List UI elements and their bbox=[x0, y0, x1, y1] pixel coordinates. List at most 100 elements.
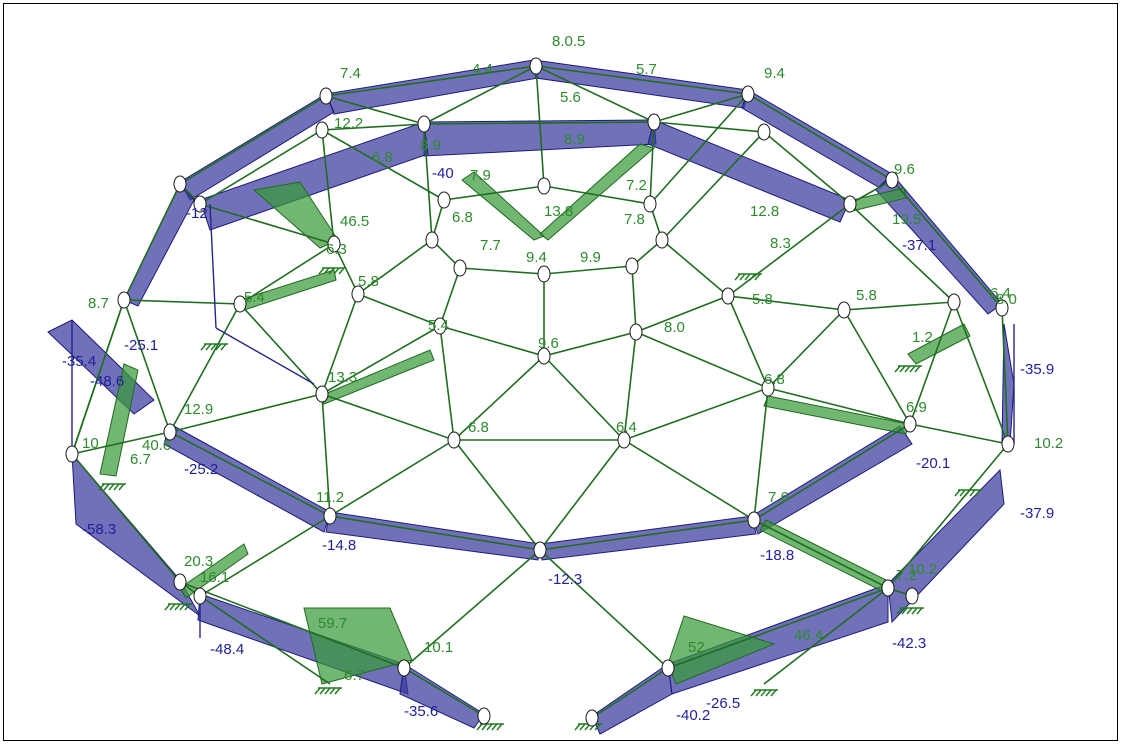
force-label: 13.8 bbox=[544, 203, 573, 220]
node-marker bbox=[761, 379, 775, 397]
force-label: 12.2 bbox=[334, 115, 363, 132]
force-label: -18.8 bbox=[760, 547, 794, 564]
ring-outer bbox=[179, 65, 1009, 719]
force-label: -25.2 bbox=[184, 461, 218, 478]
node-marker bbox=[529, 57, 543, 75]
node-marker bbox=[417, 115, 431, 133]
support-icon bbox=[164, 603, 192, 611]
force-label: -20.1 bbox=[916, 455, 950, 472]
force-label: -12.3 bbox=[548, 571, 582, 588]
node-marker bbox=[163, 423, 177, 441]
force-label: 5.4 bbox=[244, 289, 265, 306]
force-label: 52 bbox=[688, 639, 705, 656]
force-label: 12.9 bbox=[184, 401, 213, 418]
force-label: -26.5 bbox=[706, 695, 740, 712]
force-label: 6.9 bbox=[906, 399, 927, 416]
force-label: 20.3 bbox=[184, 553, 213, 570]
force-label: 6.7 bbox=[130, 451, 151, 468]
node-marker bbox=[903, 415, 917, 433]
force-label: 4.4 bbox=[472, 61, 493, 78]
node-marker bbox=[315, 121, 329, 139]
node-marker bbox=[193, 195, 207, 213]
force-label: 12.8 bbox=[750, 203, 779, 220]
node-marker bbox=[843, 195, 857, 213]
force-label: 9.9 bbox=[580, 249, 601, 266]
force-label: 6.3 bbox=[326, 241, 347, 258]
node-marker bbox=[533, 541, 547, 559]
band-comp bbox=[887, 468, 1005, 624]
node-marker bbox=[351, 285, 365, 303]
force-label: 7.9 bbox=[470, 167, 491, 184]
force-label: 9.4 bbox=[526, 249, 547, 266]
support-icon bbox=[750, 689, 778, 697]
diagram-frame: -35.9 -25.1 -48.6 -25.2 -58.3 -14.8 -12.… bbox=[3, 3, 1118, 741]
force-label: 6.4 bbox=[616, 419, 637, 436]
compression-labels: -35.9 -25.1 -48.6 -25.2 -58.3 -14.8 -12.… bbox=[62, 165, 1054, 724]
force-label: 8.3 bbox=[770, 235, 791, 252]
support-icon bbox=[476, 723, 504, 731]
force-label: 11.2 bbox=[316, 489, 344, 506]
force-label: 10.2 bbox=[908, 561, 937, 578]
node-marker bbox=[995, 299, 1009, 317]
force-label: 16.1 bbox=[200, 569, 229, 586]
node-marker bbox=[173, 573, 187, 591]
band-comp bbox=[875, 173, 1003, 315]
support-icon bbox=[98, 483, 126, 491]
force-label: 8.0 bbox=[996, 291, 1017, 308]
force-label: -48.6 bbox=[90, 373, 124, 390]
band-tens bbox=[539, 143, 656, 241]
node-marker bbox=[617, 431, 631, 449]
force-label: 5.4 bbox=[428, 317, 449, 334]
band-comp bbox=[591, 663, 673, 735]
force-label: 5.7 bbox=[636, 61, 657, 78]
force-label: 7.4 bbox=[340, 65, 361, 82]
force-label: -25.1 bbox=[124, 337, 158, 354]
force-label: 7.2 bbox=[896, 567, 917, 584]
force-label: 7.6 bbox=[768, 489, 789, 506]
diagonals bbox=[71, 65, 1009, 685]
force-label: 8.7 bbox=[88, 295, 109, 312]
band-tens bbox=[179, 543, 249, 599]
band-comp bbox=[647, 119, 851, 223]
force-label: 8.9 bbox=[420, 137, 441, 154]
force-label: 8.9 bbox=[564, 131, 585, 148]
node-marker bbox=[647, 113, 661, 131]
force-label: -40.2 bbox=[676, 707, 710, 724]
force-label: 7.7 bbox=[480, 237, 501, 254]
nodes bbox=[65, 57, 1015, 727]
force-label: 5.8 bbox=[856, 287, 877, 304]
support-icon bbox=[734, 273, 762, 281]
node-marker bbox=[655, 231, 669, 249]
force-label: 1.2 bbox=[912, 329, 933, 346]
node-marker bbox=[1001, 435, 1015, 453]
force-label: 46.5 bbox=[340, 213, 369, 230]
force-label: 6.8 bbox=[372, 149, 393, 166]
support-icon bbox=[894, 365, 922, 373]
band-tens bbox=[667, 615, 776, 685]
force-label: 9.6 bbox=[538, 335, 559, 352]
axial-force-bands bbox=[47, 59, 1015, 735]
band-comp bbox=[399, 663, 485, 729]
node-marker bbox=[537, 177, 551, 195]
force-label: -37.1 bbox=[902, 237, 936, 254]
node-marker bbox=[537, 265, 551, 283]
node-marker bbox=[193, 587, 207, 605]
force-label: 6.8 bbox=[764, 371, 785, 388]
band-comp bbox=[123, 183, 195, 307]
node-marker bbox=[661, 659, 675, 677]
node-marker bbox=[173, 175, 187, 193]
support-icon bbox=[314, 687, 342, 695]
node-marker bbox=[425, 231, 439, 249]
node-marker bbox=[537, 347, 551, 365]
force-label: 9.4 bbox=[764, 65, 785, 82]
force-label: 7.8 bbox=[624, 211, 645, 228]
force-label: 13.3 bbox=[328, 369, 357, 386]
force-label: -58.3 bbox=[82, 521, 116, 538]
band-comp bbox=[667, 583, 889, 695]
band-tens bbox=[763, 395, 909, 435]
node-marker bbox=[447, 431, 461, 449]
node-marker bbox=[747, 511, 761, 529]
force-label: 10.2 bbox=[1034, 435, 1063, 452]
band-tens bbox=[99, 363, 139, 477]
node-marker bbox=[721, 287, 735, 305]
